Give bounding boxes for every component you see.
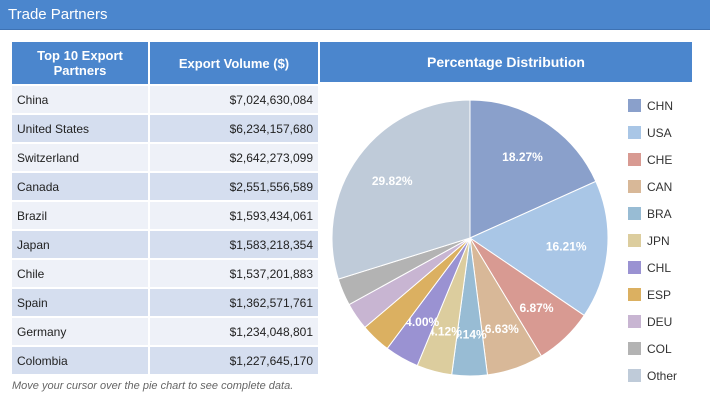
hint-note: Move your cursor over the pie chart to s… <box>12 380 294 392</box>
legend-swatch <box>628 180 641 193</box>
partner-name-cell: United States <box>12 115 148 142</box>
legend-label: DEU <box>647 314 673 329</box>
chart-legend: CHN USA CHE CAN BRA JPN CHL ESP DEU COL Other <box>628 92 677 389</box>
legend-item[interactable]: DEU <box>628 308 677 335</box>
table-row: Canada $2,551,556,589 <box>12 173 318 200</box>
pie-data-label: 18.27% <box>502 150 543 164</box>
legend-item[interactable]: CHE <box>628 146 677 173</box>
partner-name-cell: Colombia <box>12 347 148 374</box>
legend-swatch <box>628 207 641 220</box>
legend-swatch <box>628 153 641 166</box>
legend-label: BRA <box>647 206 672 221</box>
table-row: Spain $1,362,571,761 <box>12 289 318 316</box>
export-volume-cell: $1,583,218,354 <box>150 231 318 258</box>
legend-swatch <box>628 342 641 355</box>
legend-swatch <box>628 234 641 247</box>
pie-data-label: 6.87% <box>519 301 553 315</box>
legend-item[interactable]: ESP <box>628 281 677 308</box>
export-volume-cell: $1,234,048,801 <box>150 318 318 345</box>
legend-swatch <box>628 261 641 274</box>
column-header-volume: Export Volume ($) <box>150 42 318 84</box>
legend-label: Other <box>647 368 678 383</box>
export-volume-cell: $1,227,645,170 <box>150 347 318 374</box>
partner-name-cell: Japan <box>12 231 148 258</box>
table-row: Switzerland $2,642,273,099 <box>12 144 318 171</box>
table-row: Brazil $1,593,434,061 <box>12 202 318 229</box>
pie-slice-chn[interactable] <box>469 99 597 239</box>
page-title: Trade Partners <box>8 6 108 23</box>
legend-swatch <box>628 99 641 112</box>
legend-item[interactable]: BRA <box>628 200 677 227</box>
export-volume-cell: $1,362,571,761 <box>150 289 318 316</box>
legend-label: ESP <box>647 287 672 302</box>
table-row: Colombia $1,227,645,170 <box>12 347 318 374</box>
export-volume-cell: $1,593,434,061 <box>150 202 318 229</box>
legend-item[interactable]: CAN <box>628 173 677 200</box>
export-volume-cell: $2,642,273,099 <box>150 144 318 171</box>
legend-swatch <box>628 369 641 382</box>
table-header: Top 10 Export Partners Export Volume ($) <box>12 42 318 84</box>
legend-swatch <box>628 315 641 328</box>
export-volume-cell: $7,024,630,084 <box>150 86 318 113</box>
partner-name-cell: Spain <box>12 289 148 316</box>
export-volume-cell: $1,537,201,883 <box>150 260 318 287</box>
legend-item[interactable]: USA <box>628 119 677 146</box>
pie-data-label: 4.00% <box>405 315 439 329</box>
legend-label: CHE <box>647 152 673 167</box>
export-partners-table: Top 10 Export Partners Export Volume ($)… <box>12 42 318 374</box>
legend-label: CHL <box>647 260 672 275</box>
pie-slice-other[interactable] <box>331 99 471 280</box>
legend-label: CAN <box>647 179 673 194</box>
column-header-partners: Top 10 Export Partners <box>12 42 148 84</box>
pie-data-label: 4.14% <box>453 328 487 342</box>
title-bar: Trade Partners <box>0 0 710 30</box>
partner-name-cell: Chile <box>12 260 148 287</box>
table-row: Chile $1,537,201,883 <box>12 260 318 287</box>
legend-item[interactable]: Other <box>628 362 677 389</box>
table-body: China $7,024,630,084 United States $6,234,1… <box>12 86 318 374</box>
pie-slice-usa[interactable] <box>468 180 609 317</box>
legend-label: CHN <box>647 98 673 113</box>
table-row: Japan $1,583,218,354 <box>12 231 318 258</box>
partner-name-cell: Brazil <box>12 202 148 229</box>
table-row: Germany $1,234,048,801 <box>12 318 318 345</box>
partner-name-cell: Canada <box>12 173 148 200</box>
legend-label: JPN <box>647 233 670 248</box>
legend-item[interactable]: JPN <box>628 227 677 254</box>
partner-name-cell: Switzerland <box>12 144 148 171</box>
pie-data-label: 4.12% <box>428 324 462 338</box>
partner-name-cell: China <box>12 86 148 113</box>
pie-data-label: 16.21% <box>546 239 587 253</box>
legend-item[interactable]: COL <box>628 335 677 362</box>
legend-label: COL <box>647 341 672 356</box>
export-volume-cell: $6,234,157,680 <box>150 115 318 142</box>
legend-swatch <box>628 126 641 139</box>
chart-title: Percentage Distribution <box>320 42 692 82</box>
legend-item[interactable]: CHN <box>628 92 677 119</box>
partner-name-cell: Germany <box>12 318 148 345</box>
export-volume-cell: $2,551,556,589 <box>150 173 318 200</box>
pie-data-label: 6.63% <box>485 322 519 336</box>
table-row: China $7,024,630,084 <box>12 86 318 113</box>
legend-item[interactable]: CHL <box>628 254 677 281</box>
legend-label: USA <box>647 125 672 140</box>
pie-chart[interactable]: 18.27% 16.21% 6.87%6.63%4.14%4.12%4.00% 29.… <box>320 84 620 384</box>
pie-data-label: 29.82% <box>372 174 413 188</box>
legend-swatch <box>628 288 641 301</box>
table-row: United States $6,234,157,680 <box>12 115 318 142</box>
